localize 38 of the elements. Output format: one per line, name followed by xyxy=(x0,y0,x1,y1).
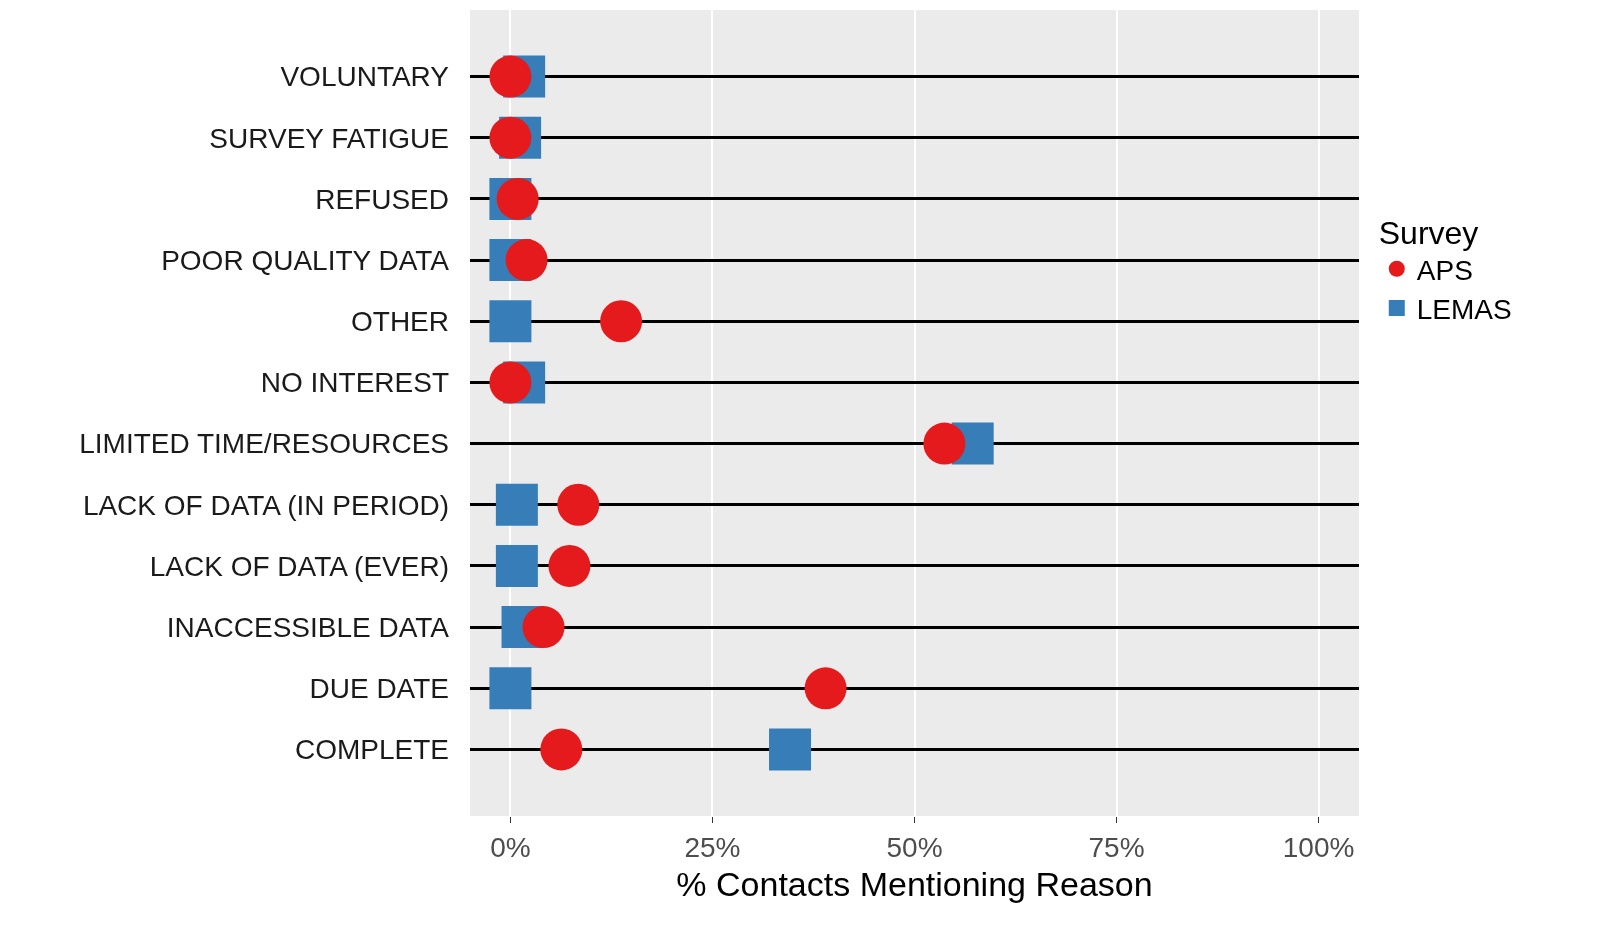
point xyxy=(489,361,532,404)
point xyxy=(548,544,591,587)
point xyxy=(505,239,548,282)
legend-label: APS xyxy=(1416,254,1473,286)
y-tick-label: LACK OF DATA (IN PERIOD) xyxy=(82,489,449,521)
legend-title: Survey xyxy=(1378,215,1479,252)
x-tick-label: 75% xyxy=(1088,831,1145,863)
y-tick-label: DUE DATE xyxy=(309,673,449,705)
point xyxy=(769,728,812,771)
point xyxy=(923,422,966,465)
y-tick-label: REFUSED xyxy=(315,183,449,215)
y-tick-label: NO INTEREST xyxy=(260,367,449,399)
point xyxy=(489,55,532,98)
y-tick-label: OTHER xyxy=(351,306,449,338)
y-tick-label: LIMITED TIME/RESOURCES xyxy=(79,428,449,460)
point xyxy=(557,483,600,526)
point xyxy=(489,116,532,159)
y-tick-label: LACK OF DATA (EVER) xyxy=(149,550,449,582)
point xyxy=(522,606,565,649)
y-tick-label: VOLUNTARY xyxy=(280,61,450,93)
y-tick-label: POOR QUALITY DATA xyxy=(161,244,450,276)
point xyxy=(496,177,539,220)
point xyxy=(495,544,538,587)
point xyxy=(489,300,532,343)
point xyxy=(495,483,538,526)
y-tick-label: COMPLETE xyxy=(294,734,449,766)
point xyxy=(804,667,847,710)
x-tick-label: 25% xyxy=(684,831,741,863)
x-tick-label: 100% xyxy=(1282,831,1355,863)
legend-label: LEMAS xyxy=(1416,294,1512,326)
y-tick-label: SURVEY FATIGUE xyxy=(209,122,449,154)
point xyxy=(540,728,583,771)
y-tick-label: INACCESSIBLE DATA xyxy=(166,611,450,643)
x-tick-label: 50% xyxy=(886,831,943,863)
x-axis-title: % Contacts Mentioning Reason xyxy=(676,864,1153,903)
x-tick-label: 0% xyxy=(490,831,531,863)
point xyxy=(489,667,532,710)
point xyxy=(600,300,643,343)
